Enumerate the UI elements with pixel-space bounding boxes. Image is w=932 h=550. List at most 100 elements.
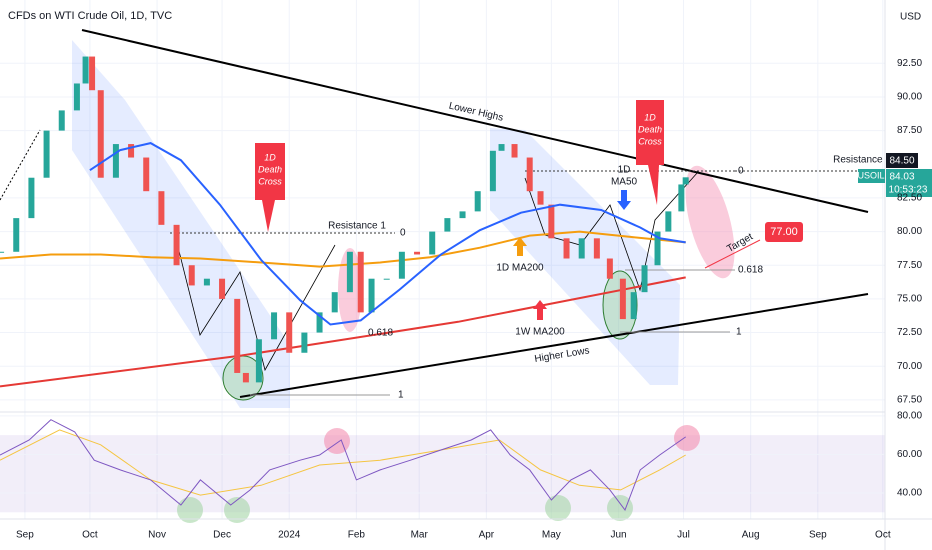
rsi-ma-line: [0, 429, 686, 496]
candle: [606, 258, 613, 279]
callout-text: Cross: [258, 176, 282, 186]
candle: [414, 251, 421, 255]
annotation: 1D MA200: [496, 263, 544, 274]
annotation: MA50: [611, 177, 638, 188]
candle: [537, 191, 544, 205]
candle: [383, 278, 390, 280]
candle: [316, 312, 323, 333]
rsi-marker: [224, 497, 250, 523]
candle: [444, 218, 451, 232]
rsi-marker: [607, 495, 633, 521]
arrow: [513, 237, 527, 256]
candle: [58, 110, 65, 131]
fib-label: 0: [400, 228, 406, 239]
candle: [429, 231, 436, 255]
countdown: 10:53:23: [889, 185, 928, 196]
resistance-price: 84.50: [889, 156, 914, 167]
candle: [13, 218, 20, 252]
candle: [630, 292, 637, 320]
candle: [219, 278, 226, 299]
annotation: Resistance 1: [328, 221, 386, 232]
x-tick-label: Aug: [742, 530, 760, 541]
x-tick-label: Jun: [610, 530, 626, 541]
callout-text: Death: [638, 124, 662, 134]
target-price: 77.00: [770, 226, 798, 238]
symbol: USOIL: [857, 170, 884, 180]
candle: [173, 224, 180, 266]
candle: [255, 339, 262, 383]
arrow: [533, 300, 547, 320]
fib-label: 1: [736, 327, 742, 338]
annotation: 1W MA200: [515, 327, 565, 338]
projection: [685, 165, 735, 279]
candle: [112, 144, 119, 178]
candle: [128, 144, 135, 158]
candle: [0, 251, 5, 253]
rsi-tick-label: 40.00: [897, 488, 922, 499]
candle: [678, 184, 685, 212]
rsi-band: [0, 435, 885, 513]
candle: [665, 211, 672, 232]
candle: [301, 332, 308, 353]
last-price-badge: [886, 169, 932, 197]
drawings: [0, 29, 880, 408]
death-cross-callout: [255, 143, 285, 232]
y-tick-label: 92.50: [897, 58, 922, 69]
candle: [188, 265, 195, 286]
price-badge: [886, 153, 918, 168]
callout-text: 1D: [644, 112, 656, 122]
y-tick-label: 75.00: [897, 294, 922, 305]
rsi-tick-label: 60.00: [897, 449, 922, 460]
candle: [89, 56, 96, 91]
w-ma200-line: [0, 276, 686, 388]
x-tick-label: Mar: [411, 530, 429, 541]
x-tick-label: 2024: [278, 530, 301, 541]
y-tick-label: 67.50: [897, 395, 922, 406]
chart-title: CFDs on WTI Crude Oil, 1D, TVC: [8, 10, 172, 22]
candle: [143, 157, 150, 192]
fib-label: 0: [738, 166, 744, 177]
y-tick-label: 87.50: [897, 125, 922, 136]
candle: [498, 144, 505, 151]
candle: [398, 251, 405, 279]
candle: [619, 278, 626, 320]
candle: [682, 177, 689, 185]
trendline: [0, 129, 41, 201]
target-badge: [765, 222, 803, 242]
trendline: [239, 293, 869, 398]
candle: [331, 292, 338, 313]
x-tick-label: May: [542, 530, 561, 541]
callout-text: Cross: [638, 136, 662, 146]
candle: [489, 150, 496, 192]
x-tick-label: Sep: [16, 530, 34, 541]
y-tick-label: 77.50: [897, 260, 922, 271]
x-tick-label: Dec: [213, 530, 231, 541]
callout-text: Death: [258, 164, 282, 174]
rsi-line: [0, 419, 686, 512]
x-tick-label: Apr: [479, 530, 495, 541]
trendline: [81, 29, 869, 213]
candle: [474, 191, 481, 212]
rsi-marker: [674, 425, 700, 451]
fib-label: 0.618: [738, 265, 763, 276]
candle: [357, 251, 364, 313]
candle: [548, 204, 555, 239]
arrow: [617, 190, 631, 210]
candle: [97, 90, 104, 178]
annotation: Resistance 1: [833, 155, 891, 166]
candle: [286, 312, 293, 353]
y-tick-label: 90.00: [897, 92, 922, 103]
fib-label: 0.618: [368, 328, 393, 339]
candle: [242, 372, 249, 383]
grid: [0, 0, 885, 523]
y-tick-label: 70.00: [897, 361, 922, 372]
candle: [28, 177, 35, 219]
x-tick-label: Feb: [348, 530, 366, 541]
candle: [43, 130, 50, 178]
death-cross-callout: [636, 100, 664, 205]
price-pane: [0, 56, 689, 512]
candle: [82, 56, 89, 84]
last-price: 84.03: [889, 172, 914, 183]
candle: [234, 298, 241, 373]
